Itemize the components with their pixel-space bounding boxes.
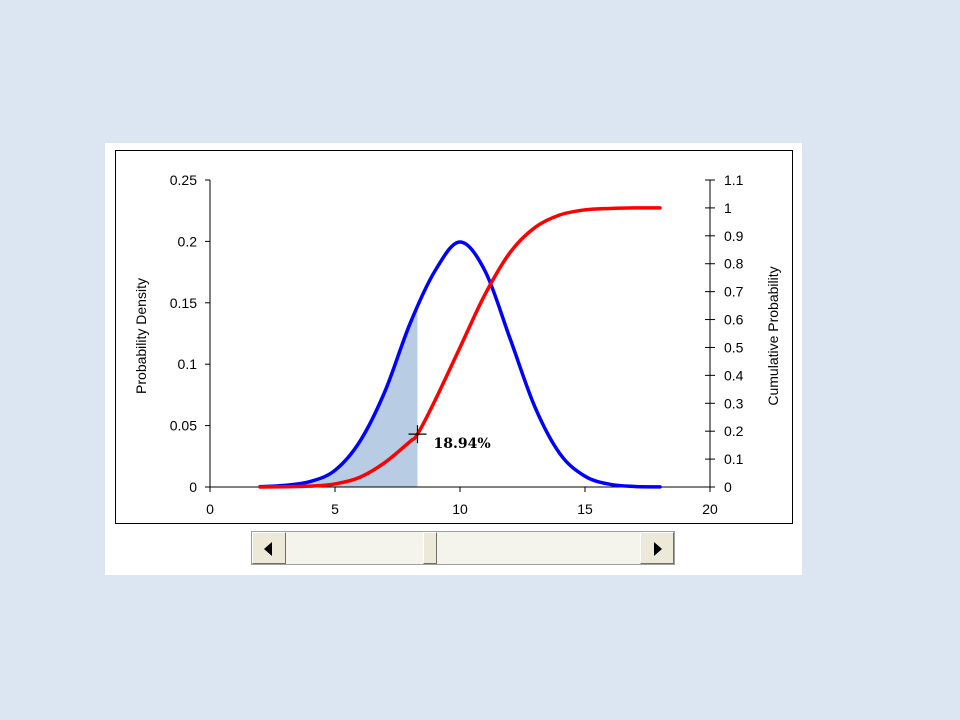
- arrow-left-icon: [264, 542, 272, 556]
- chart-card: 0 5 10 15 20 0 0.05 0.1 0.15 0.2 0.25 0 0.1 0.2 0.3 0.4…: [105, 143, 802, 575]
- y-right-tick-label: 0: [724, 479, 732, 495]
- y-right-tick-label: 0.9: [724, 228, 744, 244]
- y-right-tick-label: 0.8: [724, 256, 744, 272]
- y-left-tick-label: 0: [189, 479, 197, 495]
- y-right-tick-label: 0.1: [724, 451, 744, 467]
- cumulative-curve: [258, 206, 662, 489]
- y-right-tick-label: 0.5: [724, 339, 744, 355]
- arrow-right-icon: [654, 542, 662, 556]
- shaded-area: [260, 307, 418, 487]
- y-left-tick-label: 0.15: [170, 295, 197, 311]
- x-tick-label: 15: [577, 501, 593, 517]
- y-right-axis-title: Cumulative Probability: [765, 266, 781, 405]
- x-tick-label: 0: [206, 501, 214, 517]
- y-right-tick-label: 0.4: [724, 367, 744, 383]
- y-right-tick-label: 0.2: [724, 423, 744, 439]
- y-right-tick-label: 0.3: [724, 395, 744, 411]
- y-left-tick-label: 0.2: [178, 233, 198, 249]
- y-right-tick-label: 0.6: [724, 312, 744, 328]
- scroll-thumb[interactable]: [422, 532, 437, 564]
- density-curve: [258, 240, 662, 489]
- cumulative-percent-label: 18.94%: [434, 436, 491, 452]
- y-left-axis-title: Probability Density: [133, 278, 149, 394]
- x-tick-label: 10: [452, 501, 468, 517]
- x-tick-label: 5: [331, 501, 339, 517]
- chart: 0 5 10 15 20 0 0.05 0.1 0.15 0.2 0.25 0 0.1 0.2 0.3 0.4…: [133, 172, 781, 517]
- y-left-tick-label: 0.05: [170, 418, 197, 434]
- y-left-tick-label: 0.25: [170, 172, 197, 188]
- scroll-right-button[interactable]: [640, 532, 674, 564]
- x-tick-label: 20: [702, 501, 718, 517]
- chart-frame: 0 5 10 15 20 0 0.05 0.1 0.15 0.2 0.25 0 0.1 0.2 0.3 0.4…: [115, 150, 793, 524]
- value-scrollbar[interactable]: [251, 531, 675, 565]
- y-right-tick-label: 0.7: [724, 284, 744, 300]
- y-left-tick-label: 0.1: [178, 356, 198, 372]
- y-right-tick-label: 1: [724, 200, 732, 216]
- scroll-left-button[interactable]: [252, 532, 286, 564]
- y-right-tick-label: 1.1: [724, 172, 744, 188]
- scroll-track[interactable]: [286, 532, 640, 564]
